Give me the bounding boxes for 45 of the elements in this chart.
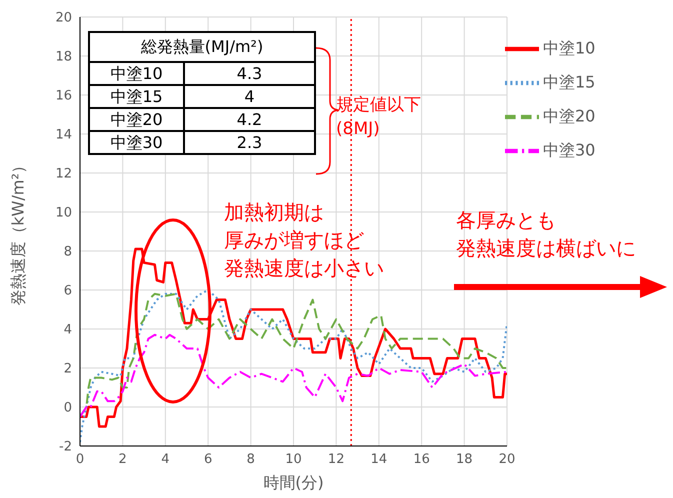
legend-label: 中塗15 bbox=[543, 72, 596, 92]
x-tick-label: 12 bbox=[328, 452, 344, 468]
y-tick-label: 10 bbox=[55, 206, 72, 221]
x-tick-label: 2 bbox=[118, 452, 127, 468]
y-tick-label: 12 bbox=[55, 166, 72, 182]
x-tick-label: 8 bbox=[246, 452, 255, 468]
x-tick-label: 14 bbox=[370, 452, 388, 468]
annotation: 中塗30 bbox=[89, 131, 184, 154]
y-tick-label: 18 bbox=[55, 50, 72, 65]
annotation: 中塗15 bbox=[89, 85, 184, 108]
annotation: 4.3 bbox=[184, 62, 315, 85]
annotation: 各厚みとも bbox=[456, 207, 556, 234]
annotation: 規定値以下 (8MJ) bbox=[336, 94, 421, 141]
annotation: 4.2 bbox=[184, 108, 315, 131]
line-series bbox=[80, 334, 507, 418]
legend-label: 中塗10 bbox=[543, 38, 596, 58]
x-tick-label: 10 bbox=[285, 452, 302, 468]
annotation: 総発熱量(MJ/m²) bbox=[89, 32, 315, 62]
y-axis-title: 発熱速度（kW/m²） bbox=[8, 157, 28, 306]
y-tick-label: 6 bbox=[64, 284, 72, 299]
x-tick-label: 18 bbox=[456, 452, 473, 468]
legend-label: 中塗20 bbox=[543, 106, 596, 126]
annotation: 中塗10 bbox=[89, 62, 184, 85]
y-tick-label: -2 bbox=[59, 440, 72, 455]
annotation: 2.3 bbox=[184, 131, 315, 154]
y-tick-label: 20 bbox=[55, 10, 72, 26]
y-tick-label: 0 bbox=[64, 400, 72, 416]
annotation: 発熱速度は小さい bbox=[224, 255, 384, 282]
line-series bbox=[80, 289, 507, 444]
y-tick-label: 16 bbox=[55, 88, 72, 104]
y-tick-label: 4 bbox=[64, 322, 72, 338]
annotation: 4 bbox=[184, 85, 315, 108]
legend-label: 中塗30 bbox=[543, 140, 596, 160]
x-axis-title: 時間(分) bbox=[263, 473, 324, 492]
x-tick-label: 20 bbox=[498, 452, 516, 468]
x-tick-label: 4 bbox=[161, 452, 170, 468]
y-tick-label: 8 bbox=[64, 244, 72, 260]
annotation: 発熱速度は横ばいに bbox=[456, 235, 636, 262]
x-tick-label: 0 bbox=[76, 452, 84, 468]
y-tick-label: 14 bbox=[55, 128, 72, 143]
annotation: 中塗20 bbox=[89, 108, 184, 131]
x-tick-label: 16 bbox=[413, 452, 430, 468]
x-tick-label: 6 bbox=[204, 452, 212, 468]
y-tick-label: 2 bbox=[64, 362, 72, 377]
annotation: 加熱初期は bbox=[224, 199, 324, 226]
